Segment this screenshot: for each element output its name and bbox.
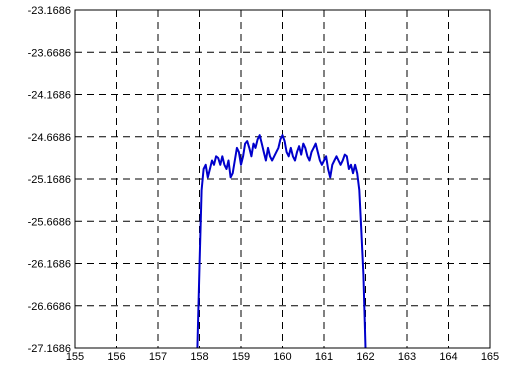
y-tick-label: -25.1686 [28, 174, 71, 186]
y-tick-label: -26.1686 [28, 259, 71, 271]
y-tick-label: -25.6686 [28, 216, 71, 228]
x-tick-label: 162 [356, 351, 374, 363]
y-tick-label: -24.6686 [28, 132, 71, 144]
y-axis-tick-labels: -23.1686 -23.6686 -24.1686 -24.6686 -25.1686… [28, 5, 71, 355]
y-tick-label: -27.1686 [28, 343, 71, 355]
x-axis-tick-labels: 155 156 157 158 159 160 161 162 163 164 165 [66, 351, 499, 363]
x-tick-label: 163 [398, 351, 416, 363]
y-tick-label: -26.6686 [28, 301, 71, 313]
x-tick-label: 160 [273, 351, 291, 363]
x-tick-label: 164 [439, 351, 457, 363]
x-tick-label: 159 [232, 351, 250, 363]
x-tick-label: 156 [107, 351, 125, 363]
y-tick-label: -23.1686 [28, 5, 71, 17]
y-tick-label: -23.6686 [28, 47, 71, 59]
x-tick-label: 165 [481, 351, 499, 363]
x-tick-label: 158 [190, 351, 208, 363]
x-tick-label: 157 [149, 351, 167, 363]
y-tick-label: -24.1686 [28, 90, 71, 102]
x-tick-label: 161 [315, 351, 333, 363]
x-tick-label: 155 [66, 351, 84, 363]
